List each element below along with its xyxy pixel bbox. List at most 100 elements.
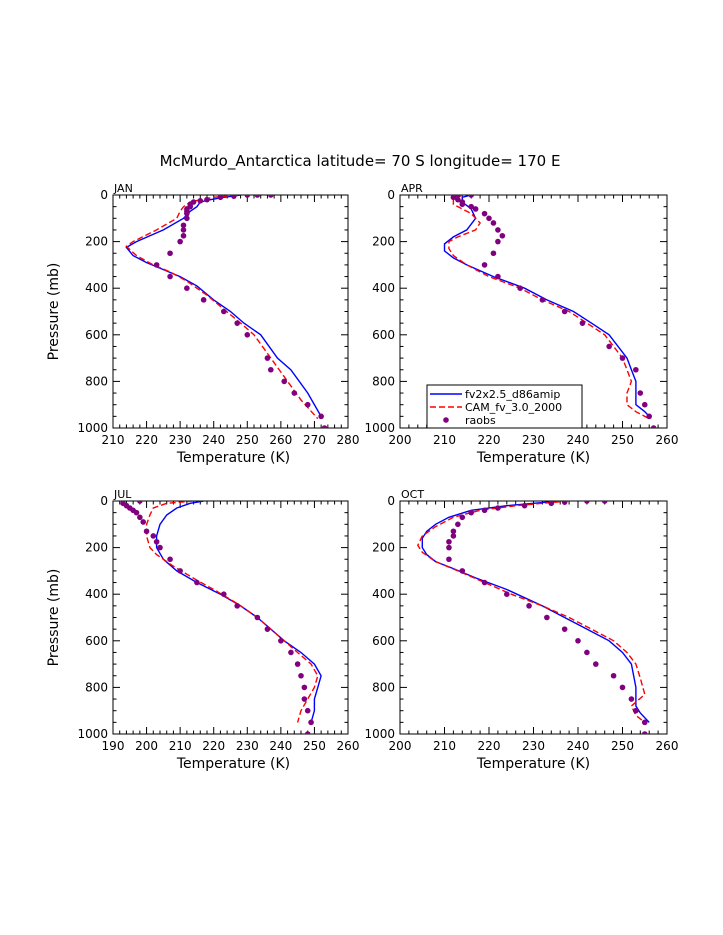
x-tick-label: 200 (389, 433, 412, 447)
raobs-point (495, 273, 501, 280)
y-tick-label: 800 (372, 680, 395, 694)
series-group (443, 195, 657, 428)
y-tick-label: 600 (85, 634, 108, 648)
raobs-point (450, 533, 457, 539)
y-tick-label: 400 (85, 587, 108, 601)
raobs-point (254, 614, 261, 621)
x-tick-label: 260 (269, 433, 292, 447)
raobs-point (133, 509, 140, 516)
raobs-point (646, 413, 652, 420)
raobs-point (633, 707, 639, 714)
x-tick-label: 240 (567, 739, 590, 753)
raobs-point (197, 198, 204, 204)
panel-label: APR (401, 182, 423, 195)
raobs-point (217, 195, 224, 201)
raobs-point (490, 220, 497, 226)
raobs-point (281, 378, 288, 385)
plot-frame (112, 500, 349, 735)
raobs-point (143, 528, 150, 535)
raobs-point (167, 250, 173, 257)
y-tick-label: 200 (372, 541, 395, 555)
raobs-point (301, 684, 308, 691)
series-fv2x2.5-line (421, 501, 650, 723)
raobs-point (584, 649, 590, 656)
y-axis-label: Pressure (mb) (46, 569, 62, 667)
x-tick-label: 210 (169, 739, 192, 753)
y-tick-label: 0 (387, 188, 395, 202)
raobs-point (301, 696, 308, 702)
panel-apr: 200 210 220 230 240 250 260 0 200 400 600 800 1000 AP… (364, 182, 678, 466)
raobs-point (499, 232, 506, 239)
panel-oct: 200 210 220 230 240 250 260 0 200 400 600 800 1000 OC… (364, 488, 678, 772)
y-tick-label: 800 (85, 374, 108, 388)
raobs-point (267, 366, 274, 373)
raobs-point (288, 649, 294, 656)
raobs-point (561, 308, 568, 315)
raobs-point (184, 215, 190, 222)
raobs-point (234, 320, 241, 326)
raobs-point (637, 390, 644, 396)
raobs-point (526, 603, 532, 609)
x-tick-label: 230 (522, 739, 545, 753)
raobs-point (291, 390, 298, 396)
raobs-point (481, 210, 488, 217)
x-tick-label: 240 (202, 433, 225, 447)
raobs-point (321, 425, 328, 428)
y-tick-label: 200 (372, 235, 395, 249)
x-tick-label: 200 (135, 739, 158, 753)
y-tick-label: 800 (85, 680, 108, 694)
panels: 210 220 230 240 250 260 270 280 0 200 400 600 800 100… (46, 182, 678, 772)
raobs-point (650, 425, 657, 428)
x-tick-label: 220 (478, 739, 501, 753)
x-tick-label: 280 (337, 433, 360, 447)
x-axis-label: Temperature (K) (176, 756, 290, 772)
raobs-point (481, 262, 488, 268)
series-fv2x2.5-line (155, 501, 322, 723)
y-tick-label: 400 (372, 587, 395, 601)
raobs-point (459, 568, 466, 574)
x-tick-label: 220 (135, 433, 158, 447)
raobs-point (220, 308, 227, 315)
x-tick-label: 250 (236, 433, 259, 447)
raobs-point (264, 355, 271, 361)
x-tick-label: 210 (102, 433, 125, 447)
raobs-point (619, 355, 626, 361)
raobs-point (619, 684, 626, 691)
raobs-point (157, 544, 163, 551)
x-tick-label: 260 (656, 739, 679, 753)
x-tick-label: 230 (522, 433, 545, 447)
raobs-point (167, 556, 173, 563)
raobs-point (593, 661, 599, 667)
raobs-point (633, 366, 639, 373)
raobs-point (231, 195, 237, 199)
raobs-point (308, 719, 314, 726)
series-cam-fv-line (145, 501, 319, 723)
raobs-point (254, 195, 261, 198)
x-tick-label: 190 (102, 739, 125, 753)
figure-title: McMurdo_Antarctica latitude= 70 S longit… (160, 152, 561, 171)
raobs-point (517, 285, 523, 292)
raobs-point (610, 672, 617, 679)
raobs-point (180, 227, 187, 233)
raobs-point (137, 501, 143, 504)
x-tick-label: 240 (567, 433, 590, 447)
series-fv2x2.5-line (125, 195, 322, 417)
y-tick-label: 600 (372, 328, 395, 342)
y-tick-label: 400 (85, 281, 108, 295)
raobs-point (153, 262, 160, 268)
raobs-point (472, 206, 479, 212)
y-axis-label: Pressure (mb) (46, 263, 62, 361)
series-cam-fv-line (448, 195, 650, 420)
raobs-point (180, 232, 187, 239)
y-tick-label: 200 (85, 541, 108, 555)
y-tick-label: 600 (372, 634, 395, 648)
raobs-point (561, 626, 568, 632)
x-tick-label: 200 (389, 739, 412, 753)
raobs-point (606, 343, 612, 350)
raobs-point (304, 401, 311, 408)
series-group (416, 501, 650, 734)
raobs-point (294, 661, 301, 667)
x-tick-label: 210 (433, 433, 456, 447)
